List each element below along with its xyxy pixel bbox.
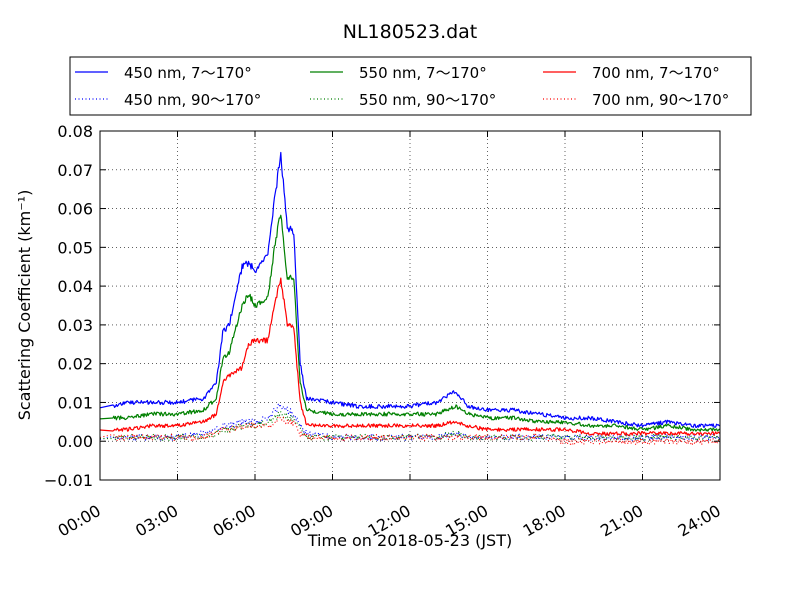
chart-title: NL180523.dat [343, 21, 478, 43]
series-line-3 [99, 214, 721, 432]
series-line-6 [99, 415, 721, 445]
legend-entry: 450 nm, 7～170° [124, 64, 252, 82]
y-tick-label: 0.05 [57, 238, 93, 257]
legend-entry: 700 nm, 90～170° [592, 91, 729, 109]
y-tick-label: 0.07 [57, 161, 93, 180]
legend-entry: 700 nm, 7～170° [592, 64, 720, 82]
series-line-5 [99, 277, 721, 436]
y-tick-label: 0.03 [57, 316, 93, 335]
legend: 450 nm, 7～170° 550 nm, 7～170° 700 nm, 7～17… [69, 56, 752, 116]
y-tick-label: 0.08 [57, 122, 93, 141]
legend-entry: 550 nm, 7～170° [359, 64, 487, 82]
legend-entry: 450 nm, 90～170° [124, 91, 261, 109]
series-line-2 [99, 403, 721, 442]
series-group [99, 151, 721, 445]
x-axis-label: Time on 2018-05-23 (JST) [307, 531, 512, 550]
y-tick-label: 0.04 [57, 277, 93, 296]
y-tick-label: 0.00 [57, 432, 93, 451]
legend-entry: 550 nm, 90～170° [359, 91, 496, 109]
series-line-1 [99, 151, 721, 429]
y-tick-label: 0.02 [57, 355, 93, 374]
y-tick-label: −0.01 [44, 471, 93, 490]
y-tick-label: 0.01 [57, 393, 93, 412]
y-axis-label: Scattering Coefficient (km⁻¹) [15, 190, 34, 421]
y-tick-label: 0.06 [57, 200, 93, 219]
legend-box [69, 56, 752, 116]
